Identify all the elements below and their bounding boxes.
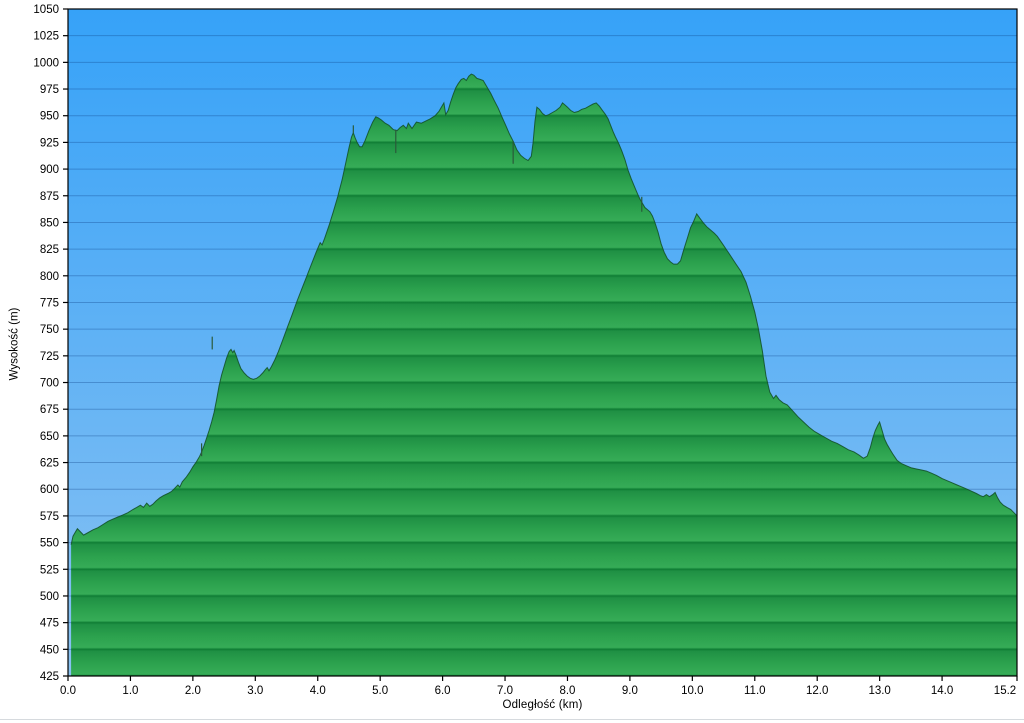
x-tick-label: 0.0 (60, 685, 76, 697)
x-tick-label: 4.0 (310, 685, 326, 697)
y-tick-label: 450 (40, 644, 59, 656)
x-axis-ticks: 0.0 1.0 2.0 3.0 4.0 5.0 6.0 7.0 8.0 9.0 10.0 11.0 12… (60, 676, 1018, 697)
x-tick-label: 12.0 (806, 685, 828, 697)
y-tick-label: 500 (40, 591, 59, 603)
x-tick-label: 3.0 (247, 685, 263, 697)
y-tick-label: 625 (40, 458, 59, 470)
y-axis-ticks: 425 450 475 500 525 550 575 600 625 650 675 700 725 7… (33, 4, 68, 683)
terrain-top-edge (70, 73, 1018, 545)
y-tick-label: 725 (40, 351, 59, 363)
glitch-spikes (201, 125, 643, 457)
y-axis-title: Wysokość (m) (8, 307, 21, 381)
x-tick-label: 10.0 (681, 685, 703, 697)
x-tick-label: 13.0 (868, 685, 890, 697)
y-tick-label: 825 (40, 244, 59, 256)
y-tick-label: 575 (40, 511, 59, 523)
y-tick-label: 600 (40, 484, 59, 496)
x-tick-label: 15.2 (994, 685, 1016, 697)
y-tick-label: 1025 (33, 31, 59, 43)
x-tick-label: 8.0 (559, 685, 575, 697)
y-tick-label: 525 (40, 564, 59, 576)
y-tick-label: 875 (40, 191, 59, 203)
y-tick-label: 550 (40, 538, 59, 550)
x-axis-title: Odległość (km) (502, 699, 583, 711)
y-tick-label: 900 (40, 164, 59, 176)
y-tick-label: 675 (40, 404, 59, 416)
y-tick-label: 775 (40, 297, 59, 309)
y-tick-label: 700 (40, 378, 59, 390)
plot-border (67, 8, 1018, 677)
bottom-divider-line (0, 719, 1024, 720)
y-tick-label: 425 (40, 671, 59, 683)
y-tick-label: 750 (40, 324, 59, 336)
x-tick-label: 5.0 (372, 685, 388, 697)
y-tick-label: 925 (40, 137, 59, 149)
y-tick-label: 950 (40, 111, 59, 123)
x-tick-label: 2.0 (185, 685, 201, 697)
x-tick-label: 7.0 (497, 685, 513, 697)
y-tick-label: 475 (40, 618, 59, 630)
y-tick-label: 1000 (33, 57, 59, 69)
x-tick-label: 6.0 (435, 685, 451, 697)
y-tick-label: 975 (40, 84, 59, 96)
x-tick-label: 1.0 (122, 685, 138, 697)
y-tick-label: 650 (40, 431, 59, 443)
x-tick-label: 9.0 (622, 685, 638, 697)
y-tick-label: 800 (40, 271, 59, 283)
y-tick-label: 850 (40, 217, 59, 229)
x-tick-label: 14.0 (931, 685, 953, 697)
terrain-area (71, 74, 1018, 677)
y-tick-label: 1050 (33, 4, 59, 16)
x-tick-label: 11.0 (744, 685, 766, 697)
